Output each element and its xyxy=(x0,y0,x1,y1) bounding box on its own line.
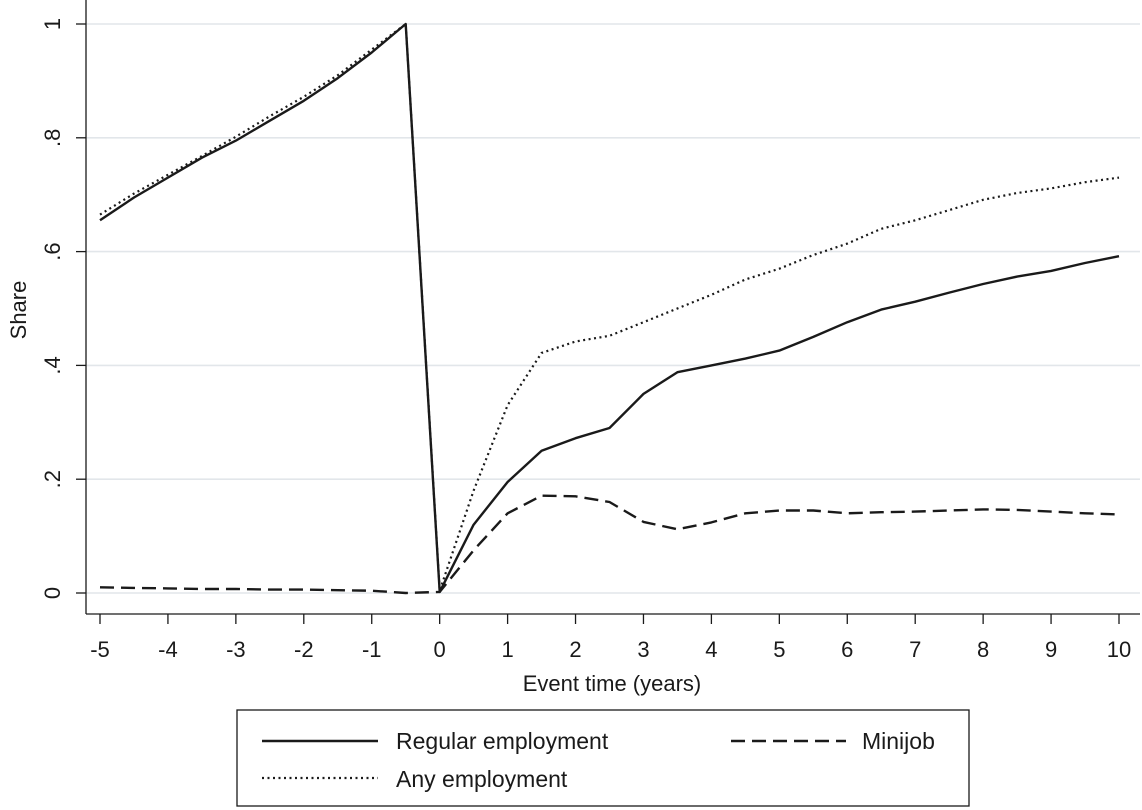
series-lines xyxy=(99,22,1120,595)
series-line-regular-employment xyxy=(99,22,1120,594)
x-tick-label: 1 xyxy=(501,637,513,662)
legend-box xyxy=(236,709,970,807)
gridlines xyxy=(86,23,1140,594)
x-tick-label: 6 xyxy=(841,637,853,662)
x-tick-label: -5 xyxy=(90,637,110,662)
series-line-minijob xyxy=(99,494,1120,595)
x-tick-label: 0 xyxy=(434,637,446,662)
x-tick-label: 9 xyxy=(1045,637,1057,662)
y-tick-label: .8 xyxy=(40,129,65,147)
y-tick-label: 0 xyxy=(40,587,65,599)
y-tick-label: .4 xyxy=(40,356,65,374)
y-tick-label: 1 xyxy=(40,18,65,30)
x-tick-label: 10 xyxy=(1107,637,1131,662)
x-tick-label: -3 xyxy=(226,637,246,662)
x-axis-ticks: -5 -4 -3 -2 -1 0 1 2 3 4 5 6 7 8 9 10 xyxy=(90,614,1131,662)
y-tick-label: .2 xyxy=(40,470,65,488)
legend-label-minijob: Minijob xyxy=(862,728,935,754)
y-tick-label: .6 xyxy=(40,242,65,260)
x-tick-label: -2 xyxy=(294,637,314,662)
x-tick-label: -4 xyxy=(158,637,178,662)
x-tick-label: 8 xyxy=(977,637,989,662)
x-tick-label: -1 xyxy=(362,637,382,662)
x-tick-label: 4 xyxy=(705,637,717,662)
x-tick-label: 5 xyxy=(773,637,785,662)
x-tick-label: 2 xyxy=(569,637,581,662)
x-tick-label: 7 xyxy=(909,637,921,662)
x-tick-label: 3 xyxy=(637,637,649,662)
y-axis-ticks: 0 .2 .4 .6 .8 1 xyxy=(40,18,86,599)
legend: Regular employment Minijob Any employmen… xyxy=(236,709,970,807)
x-axis-title: Event time (years) xyxy=(523,671,702,696)
legend-label-regular-employment: Regular employment xyxy=(396,728,609,754)
legend-label-any-employment: Any employment xyxy=(396,766,568,792)
y-axis-title: Share xyxy=(6,281,31,340)
